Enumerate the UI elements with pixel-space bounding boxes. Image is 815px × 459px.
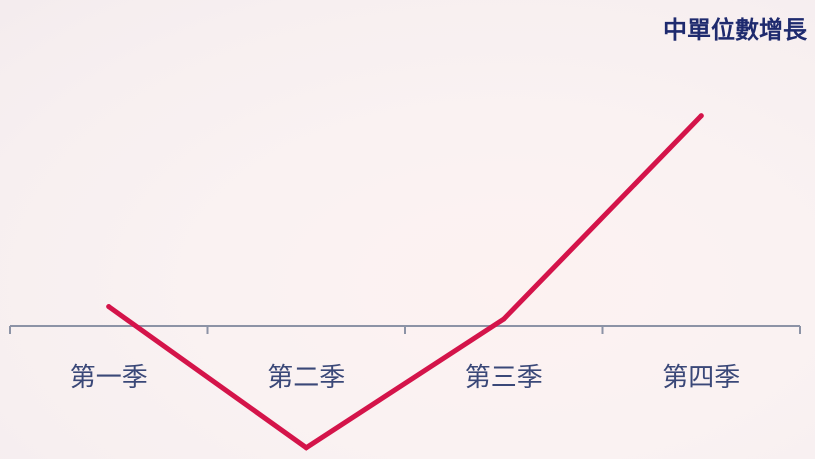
data-point <box>303 445 309 451</box>
data-point <box>698 113 704 119</box>
x-tick-label: 第一季 <box>70 363 148 393</box>
x-tick-label: 第三季 <box>465 363 543 393</box>
series-line <box>106 113 704 451</box>
series-annotation: 中單位數增長 <box>663 16 807 44</box>
data-point <box>501 316 507 322</box>
x-tick-label: 第四季 <box>662 363 740 393</box>
data-point <box>106 304 112 310</box>
x-tick-label: 第二季 <box>267 363 345 393</box>
